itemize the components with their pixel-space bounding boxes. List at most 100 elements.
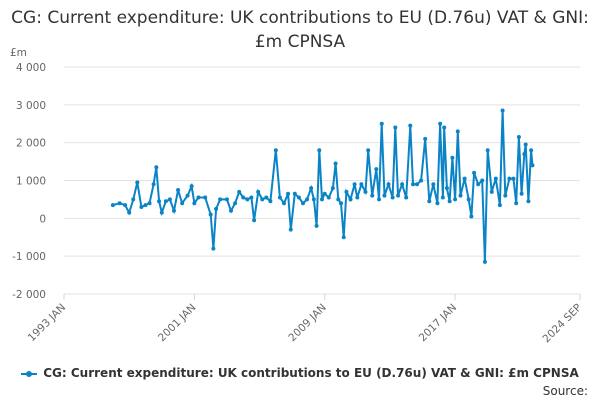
data-point[interactable] <box>400 182 405 187</box>
data-point[interactable] <box>292 191 297 196</box>
data-point[interactable] <box>442 125 447 130</box>
data-point[interactable] <box>176 187 181 192</box>
data-point[interactable] <box>273 148 278 153</box>
data-point[interactable] <box>497 203 502 208</box>
data-point[interactable] <box>455 129 460 134</box>
data-point[interactable] <box>427 199 432 204</box>
data-point[interactable] <box>511 176 516 181</box>
data-point[interactable] <box>485 148 490 153</box>
data-point[interactable] <box>359 182 364 187</box>
data-point[interactable] <box>390 195 395 200</box>
data-point[interactable] <box>462 176 467 181</box>
data-point[interactable] <box>393 125 398 130</box>
data-point[interactable] <box>249 195 254 200</box>
data-point[interactable] <box>211 246 216 251</box>
data-point[interactable] <box>252 218 257 223</box>
data-point[interactable] <box>110 203 115 208</box>
data-point[interactable] <box>458 193 463 198</box>
data-point[interactable] <box>305 197 310 202</box>
data-point[interactable] <box>386 182 391 187</box>
data-point[interactable] <box>435 201 440 206</box>
data-point[interactable] <box>322 191 327 196</box>
data-point[interactable] <box>317 148 322 153</box>
data-point[interactable] <box>415 182 420 187</box>
data-point[interactable] <box>377 197 382 202</box>
data-point[interactable] <box>530 163 535 168</box>
data-point[interactable] <box>224 197 229 202</box>
data-point[interactable] <box>480 178 485 183</box>
data-point[interactable] <box>472 170 477 175</box>
data-point[interactable] <box>476 182 481 187</box>
data-point[interactable] <box>311 197 316 202</box>
data-point[interactable] <box>396 193 401 198</box>
data-point[interactable] <box>185 193 190 198</box>
data-point[interactable] <box>379 121 384 126</box>
data-point[interactable] <box>139 204 144 209</box>
data-point[interactable] <box>151 182 156 187</box>
data-point[interactable] <box>408 123 413 128</box>
data-point[interactable] <box>516 134 521 139</box>
data-point[interactable] <box>500 108 505 113</box>
data-point[interactable] <box>260 197 265 202</box>
data-point[interactable] <box>157 199 162 204</box>
data-point[interactable] <box>523 142 528 147</box>
data-point[interactable] <box>314 223 319 228</box>
data-point[interactable] <box>127 210 132 215</box>
data-point[interactable] <box>286 191 291 196</box>
data-point[interactable] <box>320 197 324 202</box>
data-point[interactable] <box>374 167 379 172</box>
data-point[interactable] <box>229 208 234 213</box>
data-point[interactable] <box>507 176 512 181</box>
data-point[interactable] <box>529 148 534 153</box>
data-point[interactable] <box>453 197 458 202</box>
data-point[interactable] <box>296 195 301 200</box>
data-point[interactable] <box>423 136 428 141</box>
data-point[interactable] <box>256 189 261 194</box>
data-point[interactable] <box>355 195 360 200</box>
data-point[interactable] <box>196 195 201 200</box>
data-point[interactable] <box>135 180 140 185</box>
data-point[interactable] <box>339 201 344 206</box>
data-point[interactable] <box>159 210 164 215</box>
data-point[interactable] <box>123 203 128 208</box>
data-point[interactable] <box>522 152 527 157</box>
data-point[interactable] <box>208 212 213 217</box>
data-point[interactable] <box>300 201 305 206</box>
data-point[interactable] <box>482 259 487 264</box>
data-point[interactable] <box>366 148 371 153</box>
data-point[interactable] <box>466 197 471 202</box>
data-point[interactable] <box>241 195 246 200</box>
data-point[interactable] <box>218 197 223 202</box>
data-point[interactable] <box>277 195 282 200</box>
data-point[interactable] <box>326 195 331 200</box>
data-point[interactable] <box>469 214 474 219</box>
data-point[interactable] <box>336 197 341 202</box>
data-point[interactable] <box>493 176 498 181</box>
data-point[interactable] <box>281 201 286 206</box>
data-point[interactable] <box>192 201 197 206</box>
data-point[interactable] <box>333 161 338 166</box>
data-point[interactable] <box>147 201 152 206</box>
data-point[interactable] <box>352 182 357 187</box>
data-point[interactable] <box>288 227 293 232</box>
data-point[interactable] <box>163 199 168 204</box>
data-point[interactable] <box>245 197 250 202</box>
legend[interactable]: CG: Current expenditure: UK contribution… <box>0 366 600 380</box>
data-point[interactable] <box>438 121 443 126</box>
data-point[interactable] <box>131 197 136 202</box>
data-point[interactable] <box>519 191 524 196</box>
data-point[interactable] <box>330 186 335 191</box>
data-point[interactable] <box>431 182 436 187</box>
data-point[interactable] <box>341 235 346 240</box>
data-point[interactable] <box>154 165 159 170</box>
data-point[interactable] <box>447 199 452 204</box>
data-point[interactable] <box>189 184 194 189</box>
data-point[interactable] <box>203 195 208 200</box>
data-point[interactable] <box>419 178 424 183</box>
data-point[interactable] <box>117 201 122 206</box>
data-point[interactable] <box>370 193 375 198</box>
data-point[interactable] <box>450 155 455 160</box>
data-point[interactable] <box>264 195 269 200</box>
data-point[interactable] <box>514 201 519 206</box>
data-point[interactable] <box>167 197 172 202</box>
